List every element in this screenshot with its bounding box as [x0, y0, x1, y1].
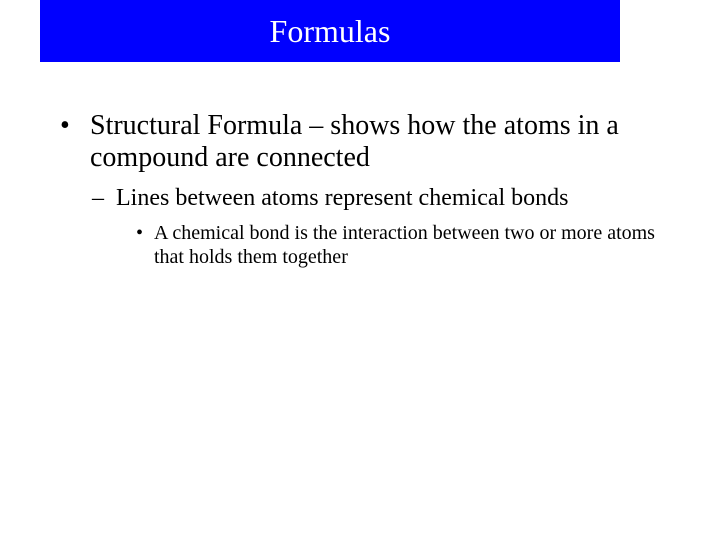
- bullet-dash-icon: –: [92, 184, 116, 213]
- bullet-level-2: – Lines between atoms represent chemical…: [92, 184, 660, 213]
- slide-body: • Structural Formula – shows how the ato…: [0, 62, 720, 269]
- bullet-level-3: • A chemical bond is the interaction bet…: [136, 221, 660, 269]
- title-bar: Formulas: [40, 0, 620, 62]
- bullet-dot-icon: •: [136, 221, 154, 269]
- bullet-dot-icon: •: [60, 110, 90, 174]
- bullet-level-2-text: Lines between atoms represent chemical b…: [116, 184, 569, 213]
- bullet-level-1: • Structural Formula – shows how the ato…: [60, 110, 660, 174]
- slide-title: Formulas: [270, 13, 391, 50]
- bullet-level-3-text: A chemical bond is the interaction betwe…: [154, 221, 660, 269]
- bullet-level-1-text: Structural Formula – shows how the atoms…: [90, 110, 660, 174]
